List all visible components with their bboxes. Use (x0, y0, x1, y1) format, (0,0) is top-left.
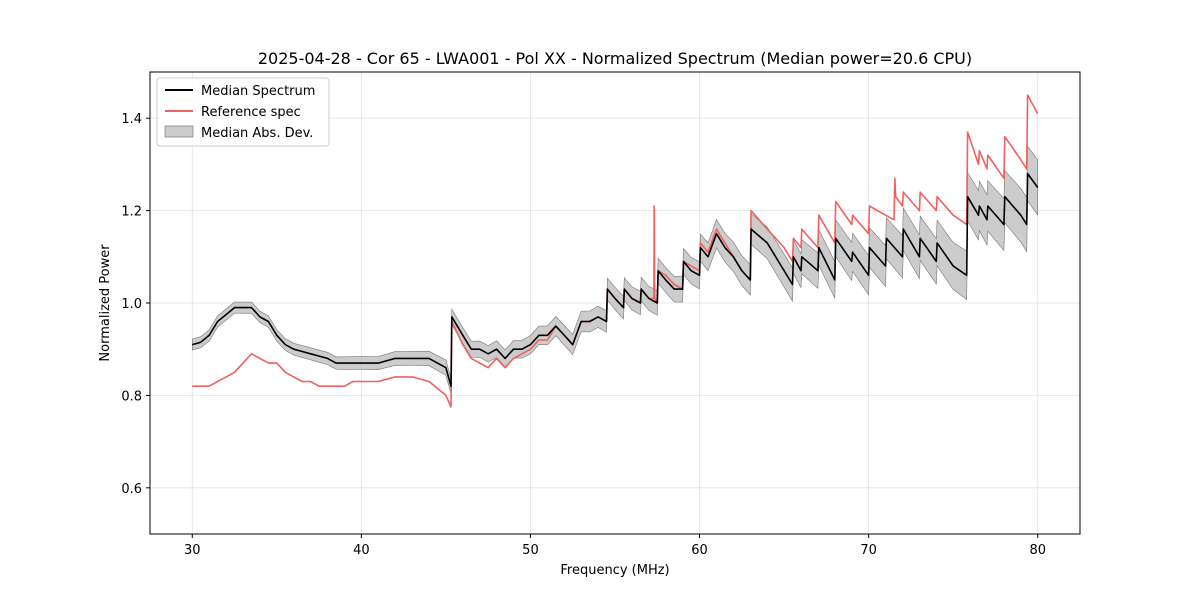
legend: Median Spectrum Reference spec Median Ab… (156, 77, 330, 147)
y-tick-label: 1.0 (121, 297, 142, 312)
series-layer (192, 94, 1039, 408)
legend-reference-label: Reference spec (201, 105, 301, 120)
y-tick-label: 0.6 (121, 482, 142, 497)
chart-title: 2025-04-28 - Cor 65 - LWA001 - Pol XX - … (258, 49, 972, 68)
y-axis-ticks: 0.6 0.8 1.0 1.2 1.4 (121, 112, 150, 497)
x-tick-label: 70 (860, 543, 877, 558)
legend-mad-label: Median Abs. Dev. (201, 126, 313, 141)
y-tick-label: 0.8 (121, 389, 142, 404)
median-spectrum-line (192, 172, 1039, 388)
x-axis-ticks: 30 40 50 60 70 80 (184, 534, 1046, 558)
legend-box (156, 77, 330, 147)
legend-mad-swatch (164, 125, 194, 138)
x-tick-label: 80 (1029, 543, 1046, 558)
y-tick-label: 1.4 (121, 112, 142, 127)
y-tick-label: 1.2 (121, 205, 142, 220)
x-tick-label: 40 (353, 543, 370, 558)
legend-median-label: Median Spectrum (201, 84, 315, 99)
x-tick-label: 60 (691, 543, 708, 558)
x-tick-label: 50 (522, 543, 539, 558)
x-tick-label: 30 (184, 543, 201, 558)
x-axis-label: Frequency (MHz) (560, 563, 669, 578)
reference-spectrum-line (192, 94, 1039, 408)
y-axis-label: Normalized Power (98, 244, 113, 362)
